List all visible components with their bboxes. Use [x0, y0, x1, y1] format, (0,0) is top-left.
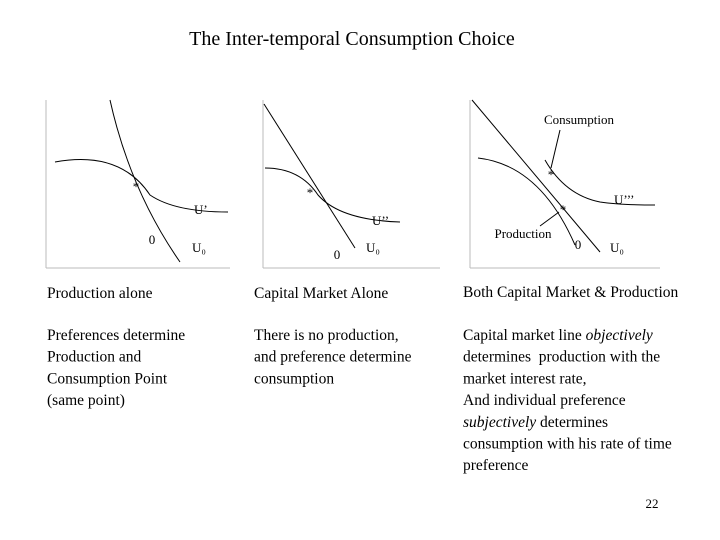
axis-label: Consumption: [544, 112, 615, 127]
pointer: [539, 211, 560, 227]
description-line: (same point): [47, 392, 125, 409]
description-line: Consumption Point: [47, 370, 168, 387]
curve-label: U₀: [610, 240, 624, 255]
axis-label: Production: [494, 226, 552, 241]
panel-heading: Both Capital Market & Production: [463, 284, 679, 301]
description-line: And individual preference: [463, 392, 626, 409]
slide-title: The Inter-temporal Consumption Choice: [189, 28, 515, 50]
indifference-curve: [264, 167, 401, 223]
description-run: Capital market line: [463, 327, 586, 344]
page-number: 22: [646, 496, 659, 511]
point-marker: *: [548, 167, 555, 182]
curve-label: U₀: [366, 240, 380, 255]
description-run: Preferences determine: [47, 327, 185, 344]
indifference-curve: [54, 159, 229, 213]
origin-label: 0: [334, 247, 341, 262]
production-curve: [477, 157, 576, 246]
point-marker: *: [133, 179, 140, 194]
diagram-capital-market: * U’’ 0 U₀: [262, 100, 440, 269]
point-marker: *: [560, 202, 567, 217]
curve-label: U’’: [372, 213, 389, 228]
description-line: determines production with the: [463, 349, 660, 366]
panel-heading: Capital Market Alone: [254, 285, 388, 302]
origin-label: 0: [575, 237, 582, 252]
description-line: There is no production,: [254, 327, 399, 344]
pointer: [550, 129, 561, 169]
description-line: consumption with his rate of time: [463, 436, 672, 453]
description-run: consumption with his rate of time: [463, 436, 672, 453]
description-line: consumption: [254, 370, 334, 387]
curve-label: U₀: [192, 240, 206, 255]
description-line: subjectively determines: [463, 414, 608, 431]
description-run: determines production with the: [463, 349, 660, 366]
market-line: [471, 99, 601, 253]
origin-label: 0: [149, 232, 156, 247]
description-line: Production and: [47, 349, 142, 366]
description-run: And individual preference: [463, 392, 626, 409]
production-curve: [109, 99, 181, 263]
description-run: subjectively: [463, 414, 536, 431]
description-run: Production and: [47, 349, 142, 366]
diagram-production-alone: * U’ 0 U₀: [45, 99, 230, 269]
indifference-curve: [544, 159, 656, 206]
description-run: There is no production,: [254, 327, 399, 344]
description-run: (same point): [47, 392, 125, 409]
curve-label: U’: [194, 202, 208, 217]
description-line: preference: [463, 457, 529, 474]
description-line: market interest rate,: [463, 370, 587, 387]
description-line: and preference determine: [254, 349, 412, 366]
description-run: consumption: [254, 370, 334, 387]
panel-heading: Production alone: [47, 285, 153, 302]
diagram-both: Consumption * * U’’’ Production 0 U₀: [469, 99, 660, 269]
description-run: determines: [536, 414, 608, 431]
descriptions: Preferences determine Production and Consu…: [47, 327, 672, 474]
description-line: Capital market line objectively: [463, 327, 653, 344]
description-run: Consumption Point: [47, 370, 168, 387]
point-marker: *: [307, 185, 314, 200]
description-line: Preferences determine: [47, 327, 185, 344]
curve-label: U’’’: [614, 192, 634, 207]
description-run: preference: [463, 457, 529, 474]
market-line: [263, 103, 356, 249]
description-run: and preference determine: [254, 349, 412, 366]
description-run: market interest rate,: [463, 370, 587, 387]
description-run: objectively: [586, 327, 653, 344]
